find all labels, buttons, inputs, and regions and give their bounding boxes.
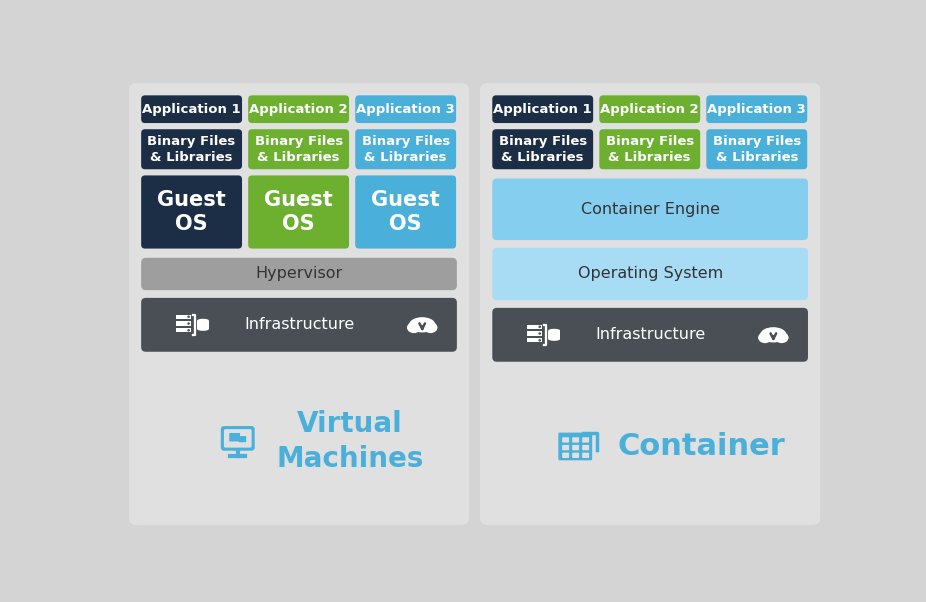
- Text: Application 2: Application 2: [600, 103, 699, 116]
- FancyBboxPatch shape: [356, 95, 457, 123]
- FancyBboxPatch shape: [239, 436, 246, 442]
- FancyBboxPatch shape: [493, 95, 594, 123]
- Ellipse shape: [407, 322, 420, 333]
- FancyBboxPatch shape: [572, 437, 579, 442]
- Text: Application 1: Application 1: [143, 103, 241, 116]
- Bar: [176, 328, 191, 332]
- FancyBboxPatch shape: [141, 175, 242, 249]
- Text: Hypervisor: Hypervisor: [256, 267, 343, 282]
- Text: Binary Files
& Libraries: Binary Files & Libraries: [361, 135, 450, 164]
- FancyBboxPatch shape: [558, 433, 593, 461]
- FancyBboxPatch shape: [129, 83, 469, 525]
- Ellipse shape: [775, 332, 789, 343]
- Text: Container: Container: [618, 432, 785, 461]
- FancyBboxPatch shape: [248, 175, 349, 249]
- FancyBboxPatch shape: [572, 453, 579, 458]
- Bar: [197, 320, 209, 329]
- FancyBboxPatch shape: [493, 129, 594, 169]
- Bar: [527, 338, 543, 343]
- Bar: [527, 324, 543, 329]
- Text: Binary Files
& Libraries: Binary Files & Libraries: [606, 135, 694, 164]
- FancyBboxPatch shape: [230, 433, 240, 441]
- Text: Guest
OS: Guest OS: [157, 190, 226, 234]
- Ellipse shape: [760, 327, 786, 343]
- FancyBboxPatch shape: [707, 129, 807, 169]
- Ellipse shape: [197, 319, 209, 322]
- Text: Binary Files
& Libraries: Binary Files & Libraries: [713, 135, 801, 164]
- FancyBboxPatch shape: [599, 129, 700, 169]
- Ellipse shape: [548, 337, 560, 341]
- FancyBboxPatch shape: [141, 95, 242, 123]
- FancyBboxPatch shape: [572, 445, 579, 450]
- Text: Guest
OS: Guest OS: [371, 190, 440, 234]
- FancyBboxPatch shape: [562, 445, 569, 450]
- Text: Binary Files
& Libraries: Binary Files & Libraries: [147, 135, 236, 164]
- FancyBboxPatch shape: [224, 429, 252, 448]
- Text: Application 3: Application 3: [357, 103, 455, 116]
- Circle shape: [538, 339, 541, 341]
- Circle shape: [538, 326, 541, 328]
- Text: Guest
OS: Guest OS: [264, 190, 333, 234]
- Text: Infrastructure: Infrastructure: [595, 327, 706, 343]
- FancyBboxPatch shape: [599, 95, 700, 123]
- Bar: [548, 330, 560, 339]
- FancyBboxPatch shape: [480, 83, 820, 525]
- FancyBboxPatch shape: [141, 129, 242, 169]
- Bar: [527, 332, 543, 336]
- FancyBboxPatch shape: [220, 426, 255, 451]
- Bar: [176, 321, 191, 326]
- FancyBboxPatch shape: [582, 453, 589, 458]
- FancyBboxPatch shape: [582, 445, 589, 450]
- Text: Operating System: Operating System: [578, 267, 723, 282]
- FancyBboxPatch shape: [248, 95, 349, 123]
- Ellipse shape: [548, 329, 560, 332]
- Ellipse shape: [409, 317, 435, 332]
- Circle shape: [538, 332, 541, 335]
- Text: Infrastructure: Infrastructure: [244, 317, 354, 332]
- Ellipse shape: [758, 332, 772, 343]
- Text: Application 3: Application 3: [707, 103, 807, 116]
- Ellipse shape: [197, 327, 209, 331]
- FancyBboxPatch shape: [562, 437, 569, 442]
- FancyBboxPatch shape: [493, 308, 808, 362]
- FancyBboxPatch shape: [493, 179, 808, 240]
- FancyBboxPatch shape: [582, 437, 589, 442]
- Text: Container Engine: Container Engine: [581, 202, 720, 217]
- Circle shape: [187, 329, 190, 332]
- FancyBboxPatch shape: [562, 453, 569, 458]
- Bar: [176, 315, 191, 319]
- Text: Binary Files
& Libraries: Binary Files & Libraries: [255, 135, 343, 164]
- FancyBboxPatch shape: [707, 95, 807, 123]
- FancyBboxPatch shape: [141, 258, 457, 290]
- Text: Virtual
Machines: Virtual Machines: [276, 410, 424, 473]
- Circle shape: [187, 322, 190, 325]
- Text: Application 2: Application 2: [249, 103, 348, 116]
- FancyBboxPatch shape: [493, 248, 808, 300]
- FancyBboxPatch shape: [248, 129, 349, 169]
- Ellipse shape: [423, 322, 437, 333]
- FancyBboxPatch shape: [356, 175, 457, 249]
- Circle shape: [187, 315, 190, 318]
- FancyBboxPatch shape: [141, 298, 457, 352]
- FancyBboxPatch shape: [356, 129, 457, 169]
- Text: Application 1: Application 1: [494, 103, 592, 116]
- Text: Binary Files
& Libraries: Binary Files & Libraries: [498, 135, 587, 164]
